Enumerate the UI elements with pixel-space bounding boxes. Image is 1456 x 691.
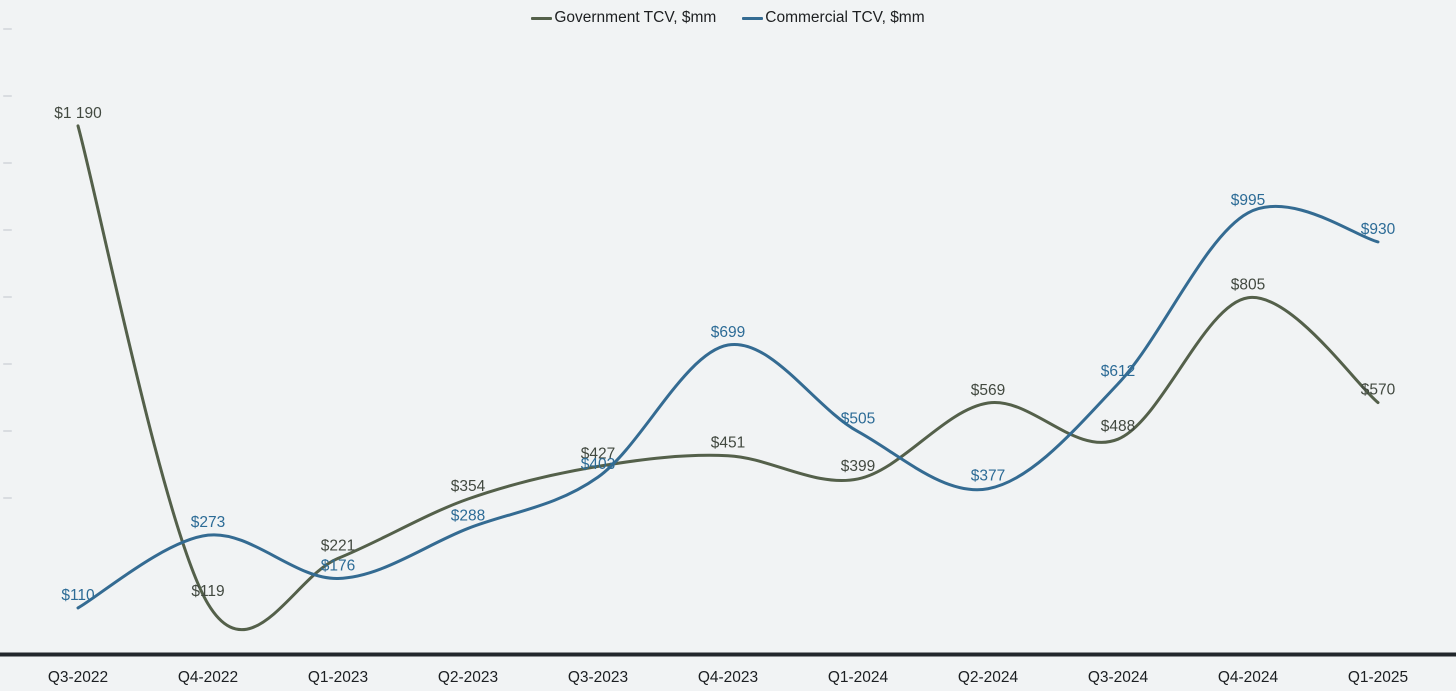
- x-axis-line: [0, 652, 1456, 657]
- commercial-tcv-line: [76, 205, 1380, 610]
- y-axis-tick-3: [3, 229, 12, 231]
- x-axis-label-q4-2024: Q4-2024: [1218, 669, 1279, 686]
- government-label-q3-2024: $488: [1101, 418, 1135, 435]
- government-label-q1-2025: $570: [1361, 382, 1396, 399]
- commercial-label-q3-2022: $110: [61, 587, 95, 604]
- commercial-label-q4-2024: $995: [1231, 192, 1265, 209]
- commercial-label-q1-2023: $176: [321, 557, 355, 574]
- x-axis-label-q4-2022: Q4-2022: [178, 669, 238, 686]
- y-axis-tick-2: [3, 162, 12, 164]
- government-label-q3-2022: $1 190: [54, 105, 102, 122]
- government-line-swatch-icon: [531, 16, 553, 20]
- x-axis-label-q1-2023: Q1-2023: [308, 669, 368, 686]
- x-axis-label-q2-2023: Q2-2023: [438, 669, 498, 686]
- y-axis-tick-4: [3, 296, 12, 298]
- x-axis-label-q3-2024: Q3-2024: [1088, 669, 1149, 686]
- legend-item-government[interactable]: Government TCV, $mm: [531, 9, 716, 27]
- y-axis-tick-7: [3, 497, 12, 499]
- y-axis-tick-5: [3, 363, 12, 365]
- commercial-label-q3-2023: $403: [581, 456, 615, 473]
- x-axis-label-q3-2022: Q3-2022: [48, 669, 108, 686]
- x-axis-label-q3-2023: Q3-2023: [568, 669, 628, 686]
- commercial-label-q1-2024: $505: [841, 411, 875, 428]
- government-label-q2-2024: $569: [971, 382, 1005, 399]
- government-label-q4-2023: $451: [711, 435, 745, 452]
- legend-label-government: Government TCV, $mm: [554, 9, 717, 26]
- x-axis-label-q1-2024: Q1-2024: [828, 669, 889, 686]
- y-axis-tick-0: [3, 28, 12, 30]
- government-label-q1-2023: $221: [321, 537, 355, 554]
- legend-label-commercial: Commercial TCV, $mm: [765, 9, 925, 26]
- commercial-label-q2-2024: $377: [971, 468, 1005, 485]
- commercial-label-q4-2023: $699: [711, 324, 745, 341]
- government-label-q4-2022: $119: [191, 583, 224, 600]
- commercial-label-q3-2024: $612: [1101, 363, 1135, 380]
- commercial-label-q4-2022: $273: [191, 514, 225, 531]
- commercial-label-q1-2025: $930: [1361, 221, 1396, 238]
- x-axis-label-q1-2025: Q1-2025: [1348, 669, 1408, 686]
- x-axis-label-q2-2024: Q2-2024: [958, 669, 1019, 686]
- government-tcv-line: [76, 124, 1380, 632]
- commercial-line-swatch-icon: [742, 16, 764, 20]
- x-axis-label-q4-2023: Q4-2023: [698, 669, 758, 686]
- government-label-q2-2023: $354: [451, 478, 486, 495]
- government-label-q3-2023: $427: [581, 445, 615, 462]
- legend-item-commercial[interactable]: Commercial TCV, $mm: [742, 9, 925, 27]
- government-label-q4-2024: $805: [1231, 277, 1265, 294]
- y-axis-tick-6: [3, 430, 12, 432]
- chart-legend: Government TCV, $mm Commercial TCV, $mm: [0, 9, 1456, 27]
- commercial-label-q2-2023: $288: [451, 507, 485, 524]
- government-label-q1-2024: $399: [841, 458, 875, 475]
- y-axis-tick-1: [3, 95, 12, 97]
